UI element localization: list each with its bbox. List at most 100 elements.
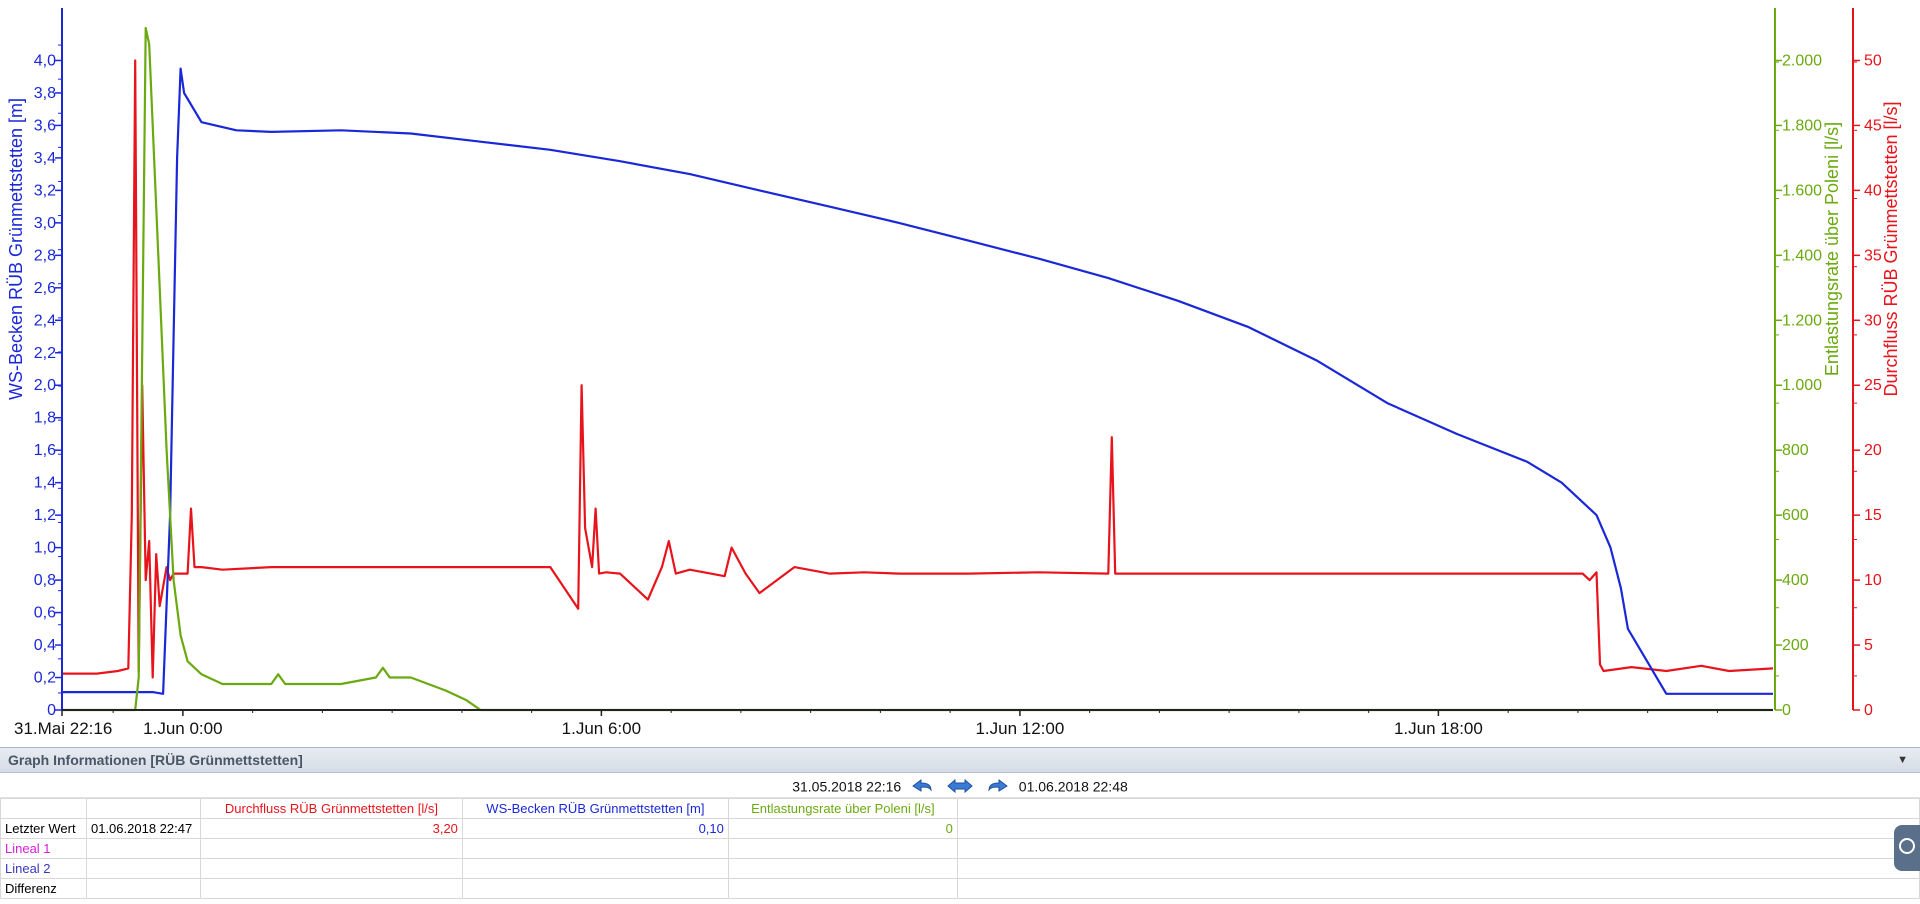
row-time [85, 878, 201, 899]
y-tick-label: 15 [1864, 507, 1882, 524]
y-tick-label: 2,2 [34, 345, 56, 362]
row-label: Lineal 1 [0, 838, 87, 859]
y-tick-label: 1.600 [1782, 182, 1822, 199]
chevron-down-icon[interactable]: ▼ [1897, 754, 1908, 766]
y-tick-label: 0,4 [34, 637, 56, 654]
y-tick-label: 2.000 [1782, 52, 1822, 69]
date-from: 31.05.2018 22:16 [792, 778, 902, 795]
table-row[interactable]: Lineal 2 [0, 858, 1920, 879]
x-tick-label: 31.Mai 22:16 [14, 719, 112, 738]
row-time: 01.06.2018 22:47 [85, 818, 201, 839]
y-tick-label: 1,8 [34, 410, 56, 427]
y-tick-label: 0 [47, 702, 56, 719]
cell-value: 0 [727, 818, 958, 839]
x-tick-label: 1.Jun 0:00 [143, 719, 222, 738]
info-icon [1899, 838, 1915, 854]
cell-value [461, 858, 729, 879]
right_red-axis-title: Durchfluss RÜB Grünmettstetten [l/s] [1881, 101, 1901, 396]
x-tick-label: 1.Jun 6:00 [562, 719, 641, 738]
cell-value [727, 838, 958, 859]
y-tick-label: 0 [1864, 702, 1873, 719]
arrow-back-icon[interactable] [909, 778, 935, 794]
row-time [85, 838, 201, 859]
y-tick-label: 4,0 [34, 52, 56, 69]
cell-value [199, 858, 463, 879]
plot-lines [62, 26, 1774, 712]
graph-info-header: Graph Informationen [RÜB Grünmettstetten… [0, 748, 1920, 773]
y-tick-label: 1.200 [1782, 312, 1822, 329]
date-to: 01.06.2018 22:48 [1018, 778, 1128, 795]
y-tick-label: 40 [1864, 182, 1882, 199]
x-tick-label: 1.Jun 12:00 [975, 719, 1064, 738]
graph-info-title: Graph Informationen [RÜB Grünmettstetten… [8, 752, 303, 768]
cell-value [461, 878, 729, 899]
y-tick-label: 25 [1864, 377, 1882, 394]
y-tick-label: 1.400 [1782, 247, 1822, 264]
side-panel-tab[interactable] [1894, 825, 1920, 871]
y-tick-label: 1,4 [34, 475, 56, 492]
y-tick-label: 3,0 [34, 215, 56, 232]
y-tick-label: 50 [1864, 52, 1882, 69]
cell-value [727, 858, 958, 879]
y-tick-label: 800 [1782, 442, 1809, 459]
series-line-2 [62, 59, 1774, 679]
cell-value [199, 878, 463, 899]
row-label: Differenz [0, 878, 87, 899]
chart: 0 0,2 0,4 0,6 0,8 1,0 1,2 1,4 1,6 1,8 2,0 2,2 2,4 2,6… [6, 8, 1901, 738]
left-axis: 0 0,2 0,4 0,6 0,8 1,0 1,2 1,4 1,6 1,8 2,0 2,2 2,4 2,6… [6, 8, 63, 719]
y-tick-label: 200 [1782, 637, 1809, 654]
y-tick-label: 0,6 [34, 605, 56, 622]
y-tick-label: 0,2 [34, 670, 56, 687]
table-row[interactable]: Lineal 1 [0, 838, 1920, 859]
y-tick-label: 2,8 [34, 247, 56, 264]
x-axis: 31.Mai 22:16 1.Jun 0:00 1.Jun 6:00 1.Jun 12… [14, 709, 1773, 738]
graph-info-panel: Graph Informationen [RÜB Grünmettstetten… [0, 747, 1920, 904]
right-red-axis: 0 5 10 15 20 25 30 35 40 45 50 Durchfluss RÜB Grünm… [1852, 8, 1901, 719]
series-line-1 [62, 26, 1773, 712]
right_green-axis-title: Entlastungsrate über Poleni [l/s] [1822, 122, 1842, 376]
y-tick-label: 400 [1782, 572, 1809, 589]
y-tick-label: 5 [1864, 637, 1873, 654]
y-tick-label: 1.000 [1782, 377, 1822, 394]
y-tick-label: 2,6 [34, 280, 56, 297]
left-axis-title: WS-Becken RÜB Grünmettstetten [m] [6, 98, 26, 400]
y-tick-label: 3,6 [34, 117, 56, 134]
row-label: Lineal 2 [0, 858, 87, 879]
y-tick-label: 1,6 [34, 442, 56, 459]
y-tick-label: 0,8 [34, 572, 56, 589]
time-navigation: 31.05.2018 22:16 01.06.2018 22:48 [0, 773, 1920, 798]
column-header: WS-Becken RÜB Grünmettstetten [m] [461, 798, 729, 819]
cell-value [727, 878, 958, 899]
info-table: Durchfluss RÜB Grünmettstetten [l/s] WS-… [0, 798, 1920, 899]
right-green-axis: 0 200 400 600 800 1.000 1.200 1.400 1.600 1.800 2.… [1774, 8, 1842, 719]
y-tick-label: 2,4 [34, 312, 56, 329]
column-header: Durchfluss RÜB Grünmettstetten [l/s] [199, 798, 463, 819]
arrows-expand-icon[interactable] [947, 778, 973, 794]
y-tick-label: 1,0 [34, 540, 56, 557]
y-tick-label: 20 [1864, 442, 1882, 459]
cell-value [199, 838, 463, 859]
row-time [85, 858, 201, 879]
column-header: Entlastungsrate über Poleni [l/s] [727, 798, 958, 819]
x-tick-label: 1.Jun 18:00 [1394, 719, 1483, 738]
series-line-0 [62, 67, 1773, 695]
y-tick-label: 1.800 [1782, 117, 1822, 134]
y-tick-label: 45 [1864, 117, 1882, 134]
y-tick-label: 10 [1864, 572, 1882, 589]
table-row: Letzter Wert 01.06.2018 22:47 3,20 0,10 … [0, 818, 1920, 839]
cell-value: 0,10 [461, 818, 729, 839]
table-header-row: Durchfluss RÜB Grünmettstetten [l/s] WS-… [0, 798, 1920, 819]
y-tick-label: 3,8 [34, 85, 56, 102]
y-tick-label: 1,2 [34, 507, 56, 524]
y-tick-label: 600 [1782, 507, 1809, 524]
cell-value: 3,20 [199, 818, 463, 839]
y-tick-label: 30 [1864, 312, 1882, 329]
y-tick-label: 2,0 [34, 377, 56, 394]
row-label: Letzter Wert [0, 818, 87, 839]
y-tick-label: 3,2 [34, 182, 56, 199]
arrow-forward-icon[interactable] [985, 778, 1011, 794]
cell-value [461, 838, 729, 859]
y-tick-label: 35 [1864, 247, 1882, 264]
y-tick-label: 0 [1782, 702, 1791, 719]
y-tick-label: 3,4 [34, 150, 56, 167]
